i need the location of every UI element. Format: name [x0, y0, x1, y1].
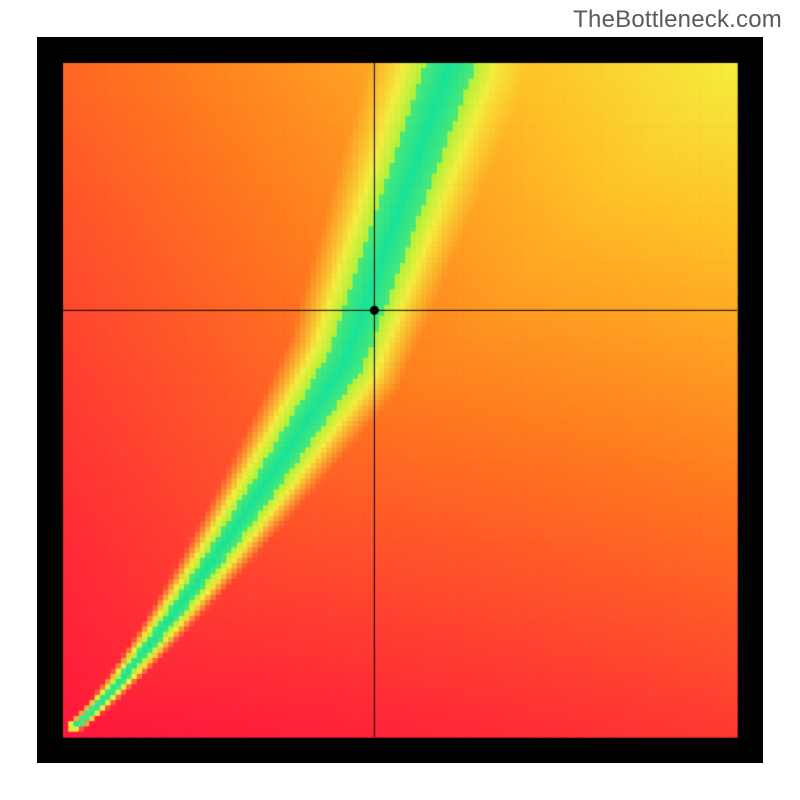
bottleneck-heatmap	[37, 37, 763, 763]
watermark-text: TheBottleneck.com	[573, 6, 782, 34]
plot-frame	[37, 37, 763, 763]
